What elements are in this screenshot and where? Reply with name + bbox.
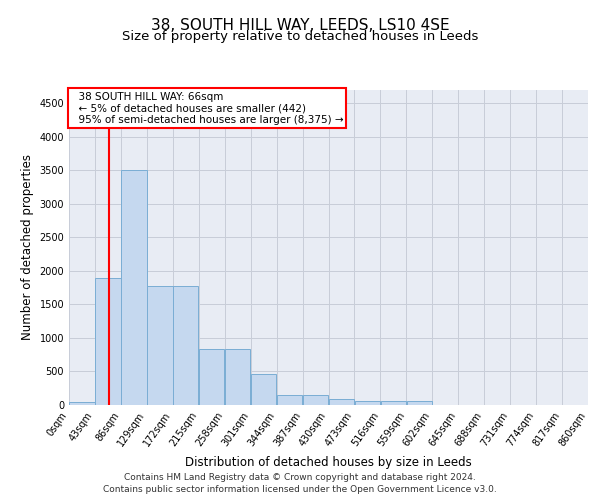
Text: 38, SOUTH HILL WAY, LEEDS, LS10 4SE: 38, SOUTH HILL WAY, LEEDS, LS10 4SE [151, 18, 449, 32]
Text: Contains HM Land Registry data © Crown copyright and database right 2024.: Contains HM Land Registry data © Crown c… [124, 473, 476, 482]
Bar [173, 286, 199, 405]
Bar [329, 399, 354, 405]
X-axis label: Distribution of detached houses by size in Leeds: Distribution of detached houses by size … [185, 456, 472, 469]
Bar [147, 286, 173, 405]
Bar [121, 170, 146, 405]
Bar [303, 394, 328, 405]
Y-axis label: Number of detached properties: Number of detached properties [21, 154, 34, 340]
Bar [251, 374, 277, 405]
Bar [95, 278, 121, 405]
Bar [407, 402, 432, 405]
Bar [355, 401, 380, 405]
Bar [225, 348, 250, 405]
Bar [69, 402, 95, 405]
Text: Contains public sector information licensed under the Open Government Licence v3: Contains public sector information licen… [103, 484, 497, 494]
Text: 38 SOUTH HILL WAY: 66sqm
  ← 5% of detached houses are smaller (442)
  95% of se: 38 SOUTH HILL WAY: 66sqm ← 5% of detache… [71, 92, 343, 125]
Bar [199, 348, 224, 405]
Bar [277, 394, 302, 405]
Bar [380, 402, 406, 405]
Text: Size of property relative to detached houses in Leeds: Size of property relative to detached ho… [122, 30, 478, 43]
